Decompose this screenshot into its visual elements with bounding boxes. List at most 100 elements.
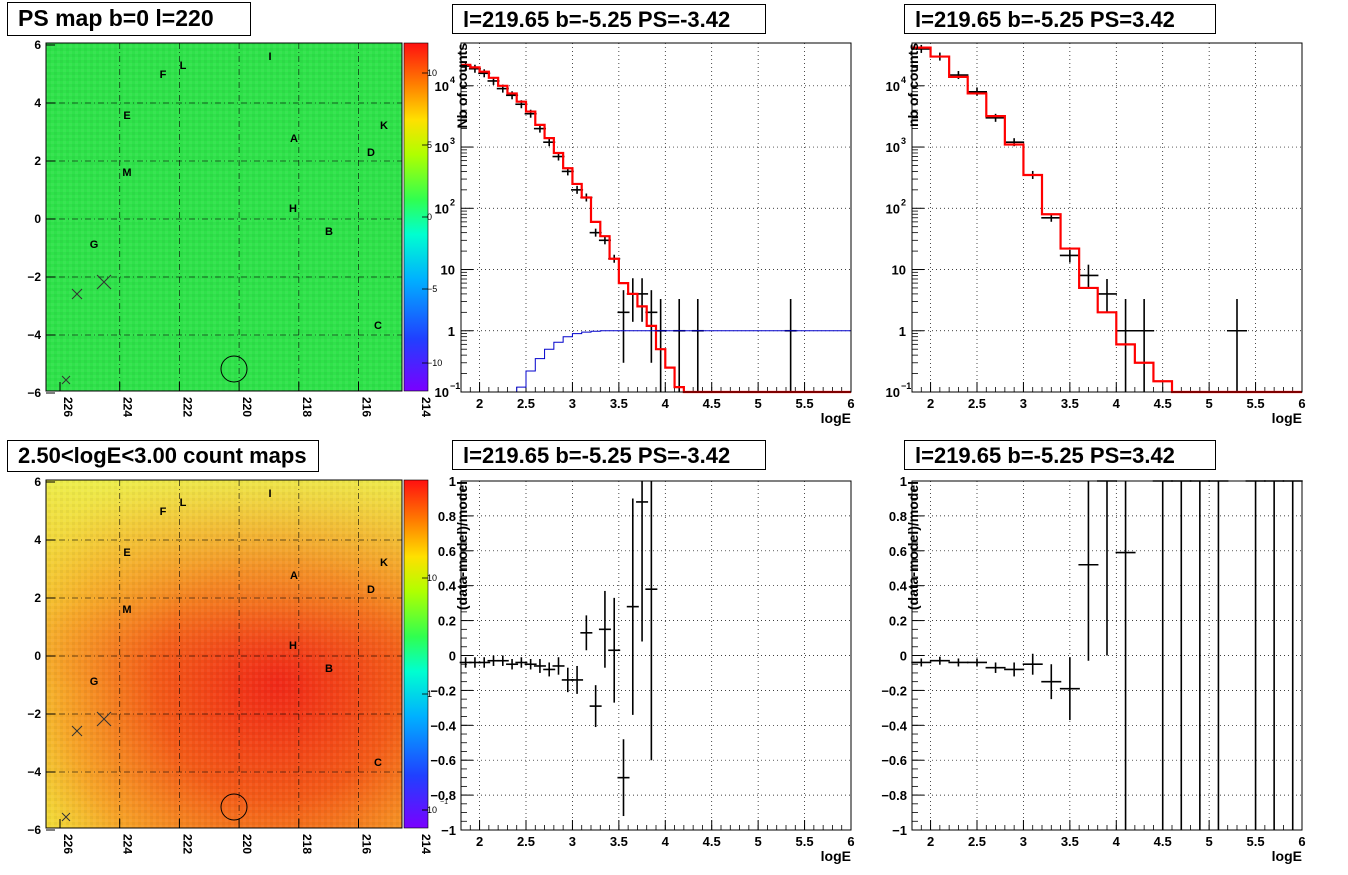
map-region-label: C (374, 757, 382, 769)
y-tick-exponent: 3 (450, 136, 455, 146)
y-tick-label: 10 (435, 79, 449, 94)
x-tick-label: 6 (847, 396, 854, 411)
model-histogram (912, 46, 1302, 394)
y-tick-exponent: 4 (901, 75, 906, 85)
y-tick-label: −0.2 (430, 683, 456, 698)
map-x-tick-label: 218 (300, 834, 314, 854)
map-region-label: L (180, 60, 187, 72)
y-tick-label: 0.4 (438, 579, 457, 594)
count-map-cross-markers (61, 711, 112, 822)
x-axis-title: logE (1272, 848, 1302, 864)
y-tick-label: −0.6 (881, 753, 907, 768)
y-tick-label: −1 (441, 823, 456, 838)
y-tick-label: 10 (886, 385, 900, 400)
map-region-label: D (367, 147, 375, 159)
x-tick-label: 3.5 (1061, 396, 1079, 411)
residual-chart-pos: 2 2.5 3 3.5 4 4.5 5 5.5 6 1 0.8 0.6 0.4 0.2 0 −0.2 −0.4 −… (881, 474, 1305, 864)
map-region-label: I (268, 488, 271, 500)
map-region-label: B (325, 226, 333, 238)
x-tick-label: 6 (1298, 834, 1305, 849)
y-tick-label: 10 (441, 263, 455, 278)
map-cross-marker (71, 725, 83, 737)
y-tick-exponent: −1 (450, 381, 460, 391)
y-tick-exponent: 2 (450, 197, 455, 207)
y-tick-label: 10 (892, 263, 906, 278)
y-tick-label: 0.6 (438, 544, 456, 559)
ps-map-region-labels: L I F E A K D M H B G C (90, 51, 388, 332)
x-tick-label: 4 (662, 834, 670, 849)
x-tick-label: 5 (755, 396, 762, 411)
x-tick-label: 6 (847, 834, 854, 849)
y-tick-exponent: 2 (901, 197, 906, 207)
map-x-tick-label: 214 (419, 397, 433, 417)
x-tick-label: 6 (1298, 396, 1305, 411)
map-region-label: B (325, 663, 333, 675)
x-tick-label: 4.5 (1154, 396, 1172, 411)
map-y-tick-label: −4 (27, 328, 41, 342)
map-cross-marker (96, 711, 112, 727)
residual-pos-title: l=219.65 b=-5.25 PS=3.42 (904, 440, 1216, 470)
y-tick-label: 1 (899, 324, 906, 339)
y-tick-label: 10 (886, 79, 900, 94)
plot-area (461, 481, 851, 830)
map-region-label: I (268, 51, 271, 63)
map-y-tick-label: −6 (27, 823, 41, 837)
y-tick-label: 0.8 (889, 509, 907, 524)
x-tick-label: 2.5 (517, 834, 535, 849)
map-cross-marker (71, 288, 83, 300)
x-tick-label: 3.5 (1061, 834, 1079, 849)
palette-tick-label: −1 (440, 799, 448, 806)
map-x-tick-label: 222 (180, 397, 194, 417)
spectrum-neg-title: l=219.65 b=-5.25 PS=-3.42 (452, 4, 766, 34)
map-y-tick-label: 0 (34, 212, 41, 226)
x-tick-label: 3 (569, 396, 576, 411)
count-map-palette (404, 480, 428, 828)
y-tick-label: 0 (449, 649, 456, 664)
y-tick-label: −0.8 (430, 788, 456, 803)
map-x-tick-label: 226 (61, 834, 75, 854)
y-tick-label: 0.2 (438, 614, 456, 629)
map-y-tick-label: 4 (34, 533, 41, 547)
map-x-tick-label: 218 (300, 397, 314, 417)
palette-tick-label: 0 (427, 212, 432, 222)
y-tick-label: −0.8 (881, 788, 907, 803)
map-x-tick-label: 226 (61, 397, 75, 417)
y-tick-label: −0.4 (430, 718, 456, 733)
map-region-label: K (380, 120, 388, 132)
x-tick-label: 3 (1020, 834, 1027, 849)
y-tick-label: 1 (449, 474, 456, 489)
y-axis-title: (data-model)/model (905, 481, 921, 610)
palette-tick-label: 10 (427, 805, 437, 815)
plot-frame (911, 480, 1303, 831)
map-y-tick-label: 4 (34, 96, 41, 110)
y-tick-label: 10 (435, 385, 449, 400)
map-cross-marker (61, 812, 71, 822)
map-region-label: E (123, 547, 130, 559)
residual-neg-title: l=219.65 b=-5.25 PS=-3.42 (452, 440, 766, 470)
map-x-tick-label: 224 (121, 397, 135, 417)
count-map-axes: 226 224 222 220 218 216 214 6 4 2 0 −2 −4 −6 (27, 475, 433, 854)
y-tick-label: 0.4 (889, 579, 908, 594)
x-tick-label: 2 (927, 834, 934, 849)
residual-chart-neg: 2 2.5 3 3.5 4 4.5 5 5.5 6 1 0.8 0.6 0.4 0.2 0 −0.2 −0.4 −… (430, 474, 854, 864)
map-region-label: C (374, 320, 382, 332)
y-axis-title: (data-model)/model (454, 481, 470, 610)
x-tick-label: 2.5 (968, 834, 986, 849)
y-tick-exponent: 3 (901, 136, 906, 146)
x-tick-label: 3.5 (610, 834, 628, 849)
x-tick-label: 5 (755, 834, 762, 849)
map-x-tick-label: 224 (121, 834, 135, 854)
map-region-label: H (289, 640, 297, 652)
x-tick-label: 4 (1113, 396, 1121, 411)
y-tick-label: 0 (900, 649, 907, 664)
map-y-tick-label: −2 (27, 707, 41, 721)
y-tick-label: 0.2 (889, 614, 907, 629)
ps-map-cross-markers (61, 274, 112, 385)
map-region-label: G (90, 676, 99, 688)
map-region-label: A (290, 133, 298, 145)
ps-map-axes: 226 224 222 220 218 216 214 6 4 2 0 −2 −4 −6 (27, 38, 433, 417)
ps-map-grid (46, 43, 402, 391)
x-tick-label: 2 (476, 834, 483, 849)
